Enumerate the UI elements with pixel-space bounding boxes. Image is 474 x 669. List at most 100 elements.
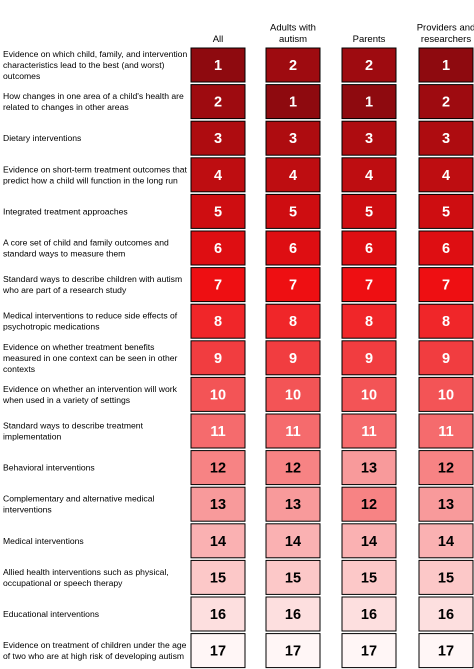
heatmap-cell [265,193,321,229]
cell-value: 16 [285,607,301,623]
heatmap-cell [341,340,397,376]
cell-value: 17 [361,644,377,660]
heatmap-cell [190,84,246,120]
cell-value: 10 [438,387,454,403]
cell-value: 3 [442,131,450,147]
heatmap-cell [190,157,246,193]
heatmap-cell [418,340,474,376]
cell-value: 5 [442,204,450,220]
cell-value: 6 [289,241,297,257]
heatmap-cell [265,157,321,193]
heatmap-cell [190,376,246,412]
cell-value: 6 [442,241,450,257]
heatmap-cell [190,193,246,229]
heatmap-cell [341,523,397,559]
heatmap-cell [418,303,474,339]
cell-value: 2 [289,58,297,74]
row-label: Medical interventions [3,536,84,546]
heatmap-cell [418,559,474,595]
heatmap-cell [265,230,321,266]
heatmap-cell [341,376,397,412]
heatmap-cell [190,267,246,303]
cell-value: 16 [361,607,377,623]
cell-value: 13 [361,461,377,477]
cell-value: 17 [285,644,301,660]
heatmap-cell [190,413,246,449]
cell-value: 10 [361,387,377,403]
heatmap-cell [418,120,474,156]
cell-value: 5 [365,204,373,220]
heatmap-cell [418,633,474,669]
row-label: Standard ways to describe treatment imple… [3,421,144,442]
row-label: Integrated treatment approaches [3,206,128,216]
heatmap-cell [341,84,397,120]
row-label: Evidence on whether an intervention will… [2,384,178,405]
heatmap-cell [265,413,321,449]
cell-value: 4 [214,168,222,184]
row-label: Behavioral interventions [3,463,95,473]
heatmap-cell [418,47,474,83]
cell-value: 5 [289,204,297,220]
heatmap-cell [265,267,321,303]
row-labels: Evidence on which child, family, and int… [2,49,188,661]
heatmap-cell [341,193,397,229]
row-label: A core set of child and family outcomes … [3,238,169,259]
cell-value: 1 [289,95,297,111]
cell-value: 9 [289,351,297,367]
heatmap-cell [418,413,474,449]
row-label: Allied health interventions such as phys… [3,567,169,588]
cell-value: 14 [438,534,454,550]
heatmap-cell [265,340,321,376]
heatmap-cell [265,84,321,120]
heatmap-cell [190,120,246,156]
column-headers: All Adults with autism Parents Providers and… [213,23,474,46]
heatmap-cell [190,47,246,83]
heatmap-cells: 1 2 2 12 1 1 23 3 3 34 4 4 45 5 5 56 6 6 67 7 7 78 8 8 89 9 9 910 10… [190,47,474,669]
cell-value: 4 [365,168,373,184]
cell-value: 16 [210,607,226,623]
cell-value: 14 [285,534,301,550]
cell-value: 8 [289,314,297,330]
cell-value: 8 [365,314,373,330]
cell-value: 13 [285,497,301,513]
heatmap-cell [418,267,474,303]
cell-value: 7 [214,278,222,294]
cell-value: 4 [289,168,297,184]
heatmap-cell [418,486,474,522]
heatmap-cell [341,413,397,449]
column-header: Parents [353,34,386,45]
cell-value: 8 [214,314,222,330]
cell-value: 1 [365,95,373,111]
heatmap-cell [341,596,397,632]
heatmap-cell [190,523,246,559]
row-label: Evidence on short-term treatment outcome… [3,164,188,185]
cell-value: 3 [214,131,222,147]
column-header: All [213,34,224,45]
cell-value: 2 [214,95,222,111]
cell-value: 11 [285,424,300,440]
heatmap-cell [341,633,397,669]
row-label: Evidence on which child, family, and int… [3,49,187,81]
cell-value: 2 [442,95,450,111]
heatmap-cell [418,450,474,486]
row-label: Complementary and alternative medical int… [3,494,155,515]
heatmap-cell [418,84,474,120]
heatmap-cell [418,193,474,229]
cell-value: 14 [361,534,377,550]
cell-value: 4 [442,168,450,184]
heatmap-cell [265,559,321,595]
heatmap-cell [265,450,321,486]
heatmap-cell [341,157,397,193]
cell-value: 13 [210,497,226,513]
cell-value: 17 [210,644,226,660]
row-label: Standard ways to describe children with … [2,274,182,295]
cell-value: 13 [438,497,454,513]
heatmap-cell [190,303,246,339]
heatmap-cell [190,596,246,632]
row-label: Evidence on treatment of children under … [3,640,187,661]
cell-value: 12 [361,497,377,513]
cell-value: 14 [210,534,226,550]
heatmap-cell [190,230,246,266]
row-label: How changes in one area of a child's hea… [3,91,184,112]
cell-value: 10 [210,387,226,403]
